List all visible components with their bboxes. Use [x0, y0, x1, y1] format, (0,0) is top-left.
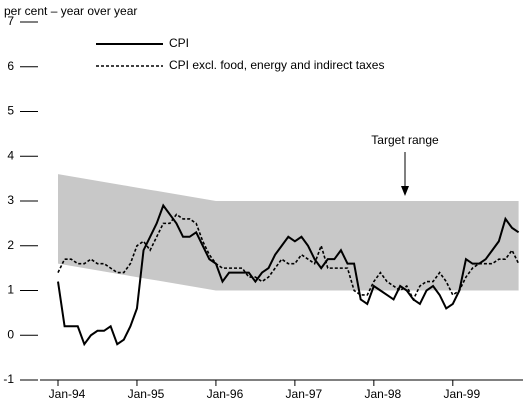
x-tick-label: Jan-96 [207, 387, 244, 401]
y-tick-label: 3 [7, 193, 14, 207]
series-line [57, 213, 520, 302]
y-tick-label: 7 [7, 14, 14, 28]
series-line [57, 203, 520, 347]
axis-label: per cent – year over year [4, 4, 137, 18]
y-tick-label: 0 [7, 327, 14, 341]
legend-label: CPI excl. food, energy and indirect taxe… [169, 58, 384, 72]
y-tick-label: 1 [7, 283, 14, 297]
y-tick-label: 2 [7, 238, 14, 252]
annotation-arrowhead [401, 186, 409, 196]
x-tick-label: Jan-94 [49, 387, 86, 401]
x-tick-label: Jan-99 [443, 387, 480, 401]
y-tick-label: 6 [7, 59, 14, 73]
target-band [58, 174, 519, 291]
y-tick-label: 4 [7, 148, 14, 162]
x-tick-label: Jan-98 [364, 387, 401, 401]
legend-label: CPI [169, 36, 189, 50]
x-tick-label: Jan-95 [128, 387, 165, 401]
y-tick-label: -1 [3, 372, 14, 386]
annotation: Target range [371, 133, 439, 147]
x-tick-label: Jan-97 [286, 387, 323, 401]
y-tick-label: 5 [7, 104, 14, 118]
